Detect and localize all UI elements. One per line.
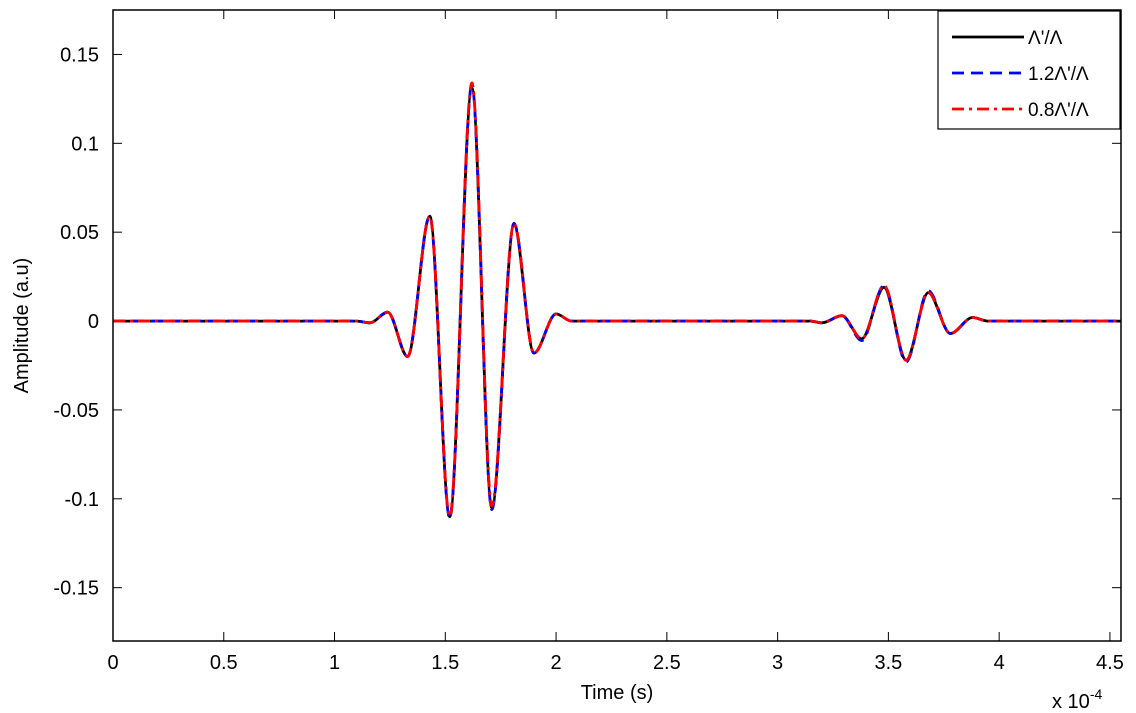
axis-tick-labels: 0 0.5 1 1.5 2 2.5 3 3.5 4 4.5 -0.15 -0.1 -0.05 0 0.05 0… <box>53 44 1123 674</box>
y-tick-label: -0.05 <box>53 400 99 422</box>
legend-label: 0.8Λ'/Λ <box>1028 100 1089 121</box>
x-tick-label: 1 <box>329 652 340 674</box>
x-axis-multiplier-base: x 10 <box>1052 691 1090 713</box>
series-layer <box>112 81 1121 520</box>
series-line-2 <box>112 81 1121 518</box>
legend-item: Λ'/Λ <box>952 28 1063 49</box>
plot-frame <box>112 9 1122 642</box>
y-tick-label: -0.1 <box>65 489 99 511</box>
y-tick-label: 0.15 <box>60 44 99 66</box>
x-axis-multiplier-exponent: -4 <box>1090 686 1103 702</box>
legend-label: 1.2Λ'/Λ <box>1028 64 1089 85</box>
legend: Λ'/Λ 1.2Λ'/Λ 0.8Λ'/Λ <box>937 10 1121 130</box>
x-tick-label: 2.5 <box>653 652 681 674</box>
x-tick-label: 0 <box>107 652 118 674</box>
y-tick-label: -0.15 <box>53 578 99 600</box>
x-tick-label: 4.5 <box>1096 652 1124 674</box>
y-tick-label: 0 <box>88 311 99 333</box>
x-tick-label: 3.5 <box>874 652 902 674</box>
legend-item: 0.8Λ'/Λ <box>952 100 1089 121</box>
legend-box <box>937 10 1121 130</box>
x-tick-label: 3 <box>772 652 783 674</box>
x-tick-label: 0.5 <box>210 652 238 674</box>
x-tick-label: 2 <box>551 652 562 674</box>
legend-label: Λ'/Λ <box>1028 28 1063 49</box>
y-axis-label: Amplitude (a.u) <box>11 258 33 394</box>
x-tick-label: 4 <box>994 652 1005 674</box>
x-axis-label: Time (s) <box>581 682 654 704</box>
legend-item: 1.2Λ'/Λ <box>952 64 1089 85</box>
x-axis-multiplier: x 10-4 <box>1052 686 1102 713</box>
y-tick-label: 0.05 <box>60 222 99 244</box>
y-tick-label: 0.1 <box>71 133 99 155</box>
x-tick-label: 1.5 <box>431 652 459 674</box>
